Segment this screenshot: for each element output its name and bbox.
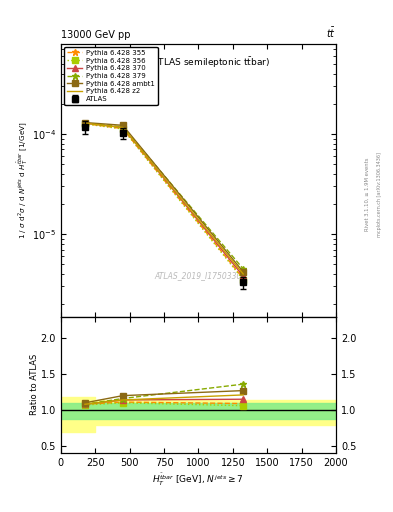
Pythia 6.428 ambt1: [83, 119, 87, 125]
Pythia 6.428 355: [83, 120, 87, 126]
Text: 13000 GeV pp: 13000 GeV pp: [61, 30, 130, 40]
Pythia 6.428 370: [241, 273, 246, 279]
Text: $t\bar{t}$: $t\bar{t}$: [326, 26, 336, 40]
Line: Pythia 6.428 356: Pythia 6.428 356: [82, 121, 246, 283]
Pythia 6.428 379: [120, 124, 125, 130]
Pythia 6.428 356: [120, 126, 125, 132]
Pythia 6.428 z2: [83, 120, 87, 126]
Line: Pythia 6.428 379: Pythia 6.428 379: [82, 120, 246, 272]
Pythia 6.428 z2: [120, 124, 125, 131]
Line: Pythia 6.428 370: Pythia 6.428 370: [82, 120, 246, 279]
Pythia 6.428 356: [83, 121, 87, 127]
Pythia 6.428 ambt1: [241, 269, 246, 275]
Pythia 6.428 379: [83, 120, 87, 126]
Text: tt$\overline{\mathrm{H}}$T (ATLAS semileptonic t$\bar{\mathrm{t}}$bar): tt$\overline{\mathrm{H}}$T (ATLAS semile…: [127, 54, 270, 70]
Line: Pythia 6.428 ambt1: Pythia 6.428 ambt1: [82, 119, 246, 275]
X-axis label: $H_T^{\bar{t}bar}$ [GeV], $N^{jets} \geq 7$: $H_T^{\bar{t}bar}$ [GeV], $N^{jets} \geq…: [152, 472, 244, 488]
Text: ATLAS_2019_I1750330: ATLAS_2019_I1750330: [155, 271, 242, 280]
Line: Pythia 6.428 355: Pythia 6.428 355: [82, 120, 246, 282]
Pythia 6.428 ambt1: [120, 122, 125, 129]
Y-axis label: Ratio to ATLAS: Ratio to ATLAS: [30, 354, 39, 415]
Y-axis label: 1 / $\sigma$ d$^2\sigma$ / d $N^{jets}$ d $H_T^{\bar{t}bar}$ [1/GeV]: 1 / $\sigma$ d$^2\sigma$ / d $N^{jets}$ …: [17, 121, 31, 239]
Text: mcplots.cern.ch [arXiv:1306.3436]: mcplots.cern.ch [arXiv:1306.3436]: [377, 152, 382, 237]
Text: Rivet 3.1.10, ≥ 1.9M events: Rivet 3.1.10, ≥ 1.9M events: [365, 158, 370, 231]
Pythia 6.428 355: [120, 125, 125, 132]
Pythia 6.428 355: [241, 275, 246, 282]
Line: Pythia 6.428 z2: Pythia 6.428 z2: [85, 123, 243, 274]
Pythia 6.428 370: [83, 120, 87, 126]
Pythia 6.428 z2: [241, 271, 246, 277]
Pythia 6.428 379: [241, 266, 246, 272]
Legend: Pythia 6.428 355, Pythia 6.428 356, Pythia 6.428 370, Pythia 6.428 379, Pythia 6: Pythia 6.428 355, Pythia 6.428 356, Pyth…: [64, 47, 158, 105]
Pythia 6.428 370: [120, 124, 125, 131]
Pythia 6.428 356: [241, 276, 246, 283]
Bar: [61, 403, 336, 419]
